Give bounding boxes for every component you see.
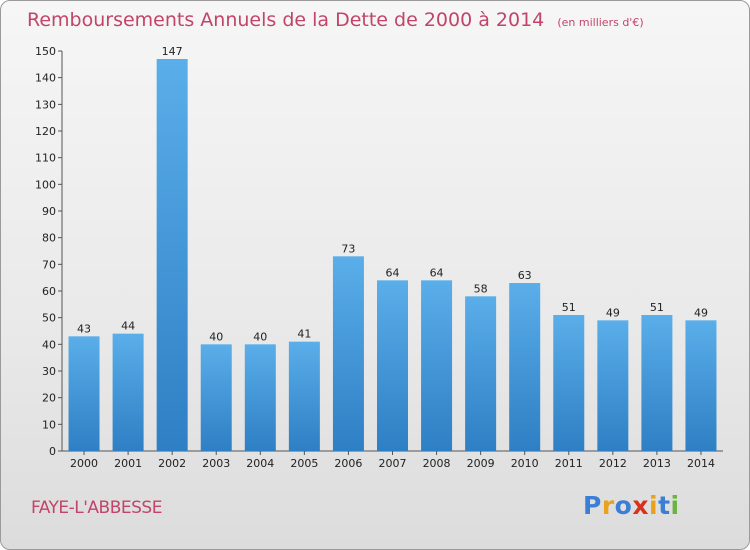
y-axis: 0 10 20 30 40 50 60 70 80 90 100 110 120 130 140 150 (35, 45, 63, 458)
logo-letter: t (658, 491, 671, 520)
commune-name: FAYE-L'ABBESSE (31, 498, 162, 518)
y-tick-label: 60 (42, 285, 56, 298)
x-tick-label: 2010 (511, 457, 539, 470)
chart-title-text: Remboursements Annuels de la Dette de 20… (27, 9, 545, 31)
x-tick-label: 2014 (687, 457, 715, 470)
x-tick-label: 2004 (246, 457, 274, 470)
bar (597, 320, 629, 451)
bar (68, 336, 100, 451)
bar (465, 296, 497, 451)
x-tick-label: 2011 (555, 457, 583, 470)
logo-letter: i (670, 491, 680, 520)
bar-value-label: 49 (606, 306, 620, 319)
y-tick-label: 80 (42, 232, 56, 245)
bar-value-label: 73 (341, 242, 355, 255)
y-tick-label: 100 (35, 178, 56, 191)
y-tick-label: 150 (35, 45, 56, 58)
proxiti-logo: Proxiti (583, 491, 680, 520)
logo-letter: x (632, 491, 649, 520)
bar-value-label: 40 (209, 330, 223, 343)
logo-letter: P (583, 491, 602, 520)
y-tick-label: 130 (35, 98, 56, 111)
bar (685, 320, 717, 451)
bar (641, 315, 673, 451)
x-tick-label: 2012 (599, 457, 627, 470)
bar (200, 344, 232, 451)
y-tick-label: 30 (42, 365, 56, 378)
bar-value-label: 51 (562, 301, 576, 314)
bar-value-label: 64 (386, 266, 400, 279)
bar-value-label: 58 (474, 282, 488, 295)
bar-value-label: 44 (121, 320, 135, 333)
bar-value-label: 43 (77, 322, 91, 335)
x-axis: 2000 2001 2002 2003 2004 2005 2006 2007 2008 2009… (62, 450, 723, 470)
bar (332, 256, 364, 451)
bar-value-label: 147 (162, 45, 183, 58)
bar-value-label: 40 (253, 330, 267, 343)
chart-title: Remboursements Annuels de la Dette de 20… (27, 9, 644, 31)
x-tick-label: 2000 (70, 457, 98, 470)
x-tick-label: 2006 (334, 457, 362, 470)
bar (553, 315, 585, 451)
y-tick-label: 40 (42, 338, 56, 351)
y-tick-label: 0 (49, 445, 56, 458)
y-tick-label: 20 (42, 392, 56, 405)
chart-unit-note: (en milliers d'€) (557, 16, 644, 29)
x-tick-label: 2013 (643, 457, 671, 470)
x-tick-label: 2003 (202, 457, 230, 470)
bars (68, 59, 717, 451)
y-tick-label: 120 (35, 125, 56, 138)
bar (244, 344, 276, 451)
logo-letter: i (649, 491, 659, 520)
y-tick-label: 10 (42, 418, 56, 431)
x-tick-label: 2007 (379, 457, 407, 470)
bar-value-label: 64 (430, 266, 444, 279)
logo-letter: o (614, 491, 633, 520)
bar (509, 283, 541, 451)
data-labels: 43 44 147 40 40 41 73 64 64 58 63 51 49 51 49 (77, 45, 708, 343)
bar-value-label: 51 (650, 301, 664, 314)
bar (288, 341, 320, 451)
x-tick-label: 2001 (114, 457, 142, 470)
x-tick-label: 2005 (290, 457, 318, 470)
y-tick-label: 140 (35, 72, 56, 85)
x-tick-label: 2009 (467, 457, 495, 470)
bar-value-label: 41 (297, 328, 311, 341)
bar (377, 280, 408, 451)
logo-letter: r (601, 491, 615, 520)
x-tick-label: 2002 (158, 457, 186, 470)
bar (156, 59, 188, 451)
y-tick-label: 50 (42, 312, 56, 325)
bar (112, 333, 144, 451)
x-tick-label: 2008 (423, 457, 451, 470)
bar (421, 280, 453, 451)
y-tick-label: 70 (42, 258, 56, 271)
y-tick-label: 90 (42, 205, 56, 218)
bar-value-label: 63 (518, 269, 532, 282)
y-tick-label: 110 (35, 152, 56, 165)
bar-value-label: 49 (694, 306, 708, 319)
